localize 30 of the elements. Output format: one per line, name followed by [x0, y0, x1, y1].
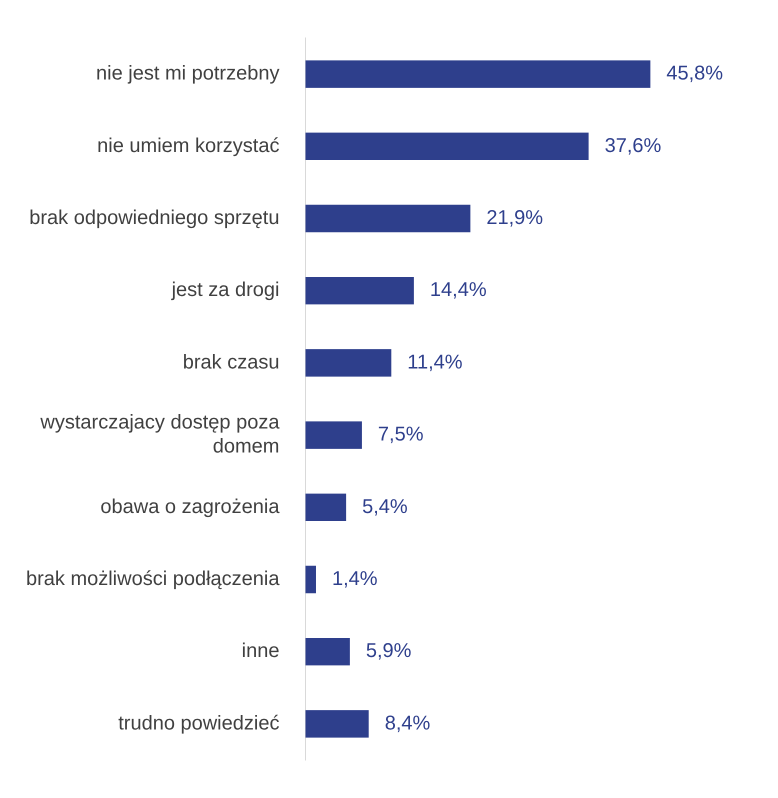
bar [305, 710, 369, 738]
bar [305, 60, 650, 88]
data-label: 5,4% [362, 496, 408, 518]
y-tick-label: obawa o zagrożenia [100, 496, 280, 518]
bar [305, 132, 589, 160]
bar [305, 276, 414, 304]
y-tick-label: nie umiem korzystać [97, 134, 280, 157]
bar [305, 566, 316, 594]
data-label: 45,8% [666, 62, 724, 85]
bar [305, 421, 362, 449]
y-tick-label: inne [242, 640, 280, 662]
bar [305, 204, 470, 232]
data-label: 37,6% [604, 134, 662, 157]
y-tick-label: jest za drogi [170, 279, 280, 302]
data-label: 5,9% [366, 640, 412, 662]
data-label: 8,4% [384, 712, 431, 734]
y-tick-label: nie jest mi potrzebny [96, 62, 280, 85]
bar [305, 494, 346, 522]
y-tick-label: brak możliwości podłączenia [26, 568, 280, 590]
data-label: 11,4% [407, 351, 463, 374]
data-label: 1,4% [332, 568, 378, 590]
bar [305, 638, 350, 666]
y-tick-label: brak czasu [182, 351, 280, 374]
y-tick-label: wystarczajacy dostęp poza domem [39, 412, 280, 458]
y-tick-label: trudno powiedzieć [118, 712, 280, 734]
bar [305, 349, 392, 377]
data-label: 7,5% [378, 424, 424, 446]
data-label: 14,4% [430, 279, 487, 302]
y-tick-label: brak odpowiedniego sprzętu [29, 207, 280, 230]
data-label: 21,9% [486, 207, 544, 230]
